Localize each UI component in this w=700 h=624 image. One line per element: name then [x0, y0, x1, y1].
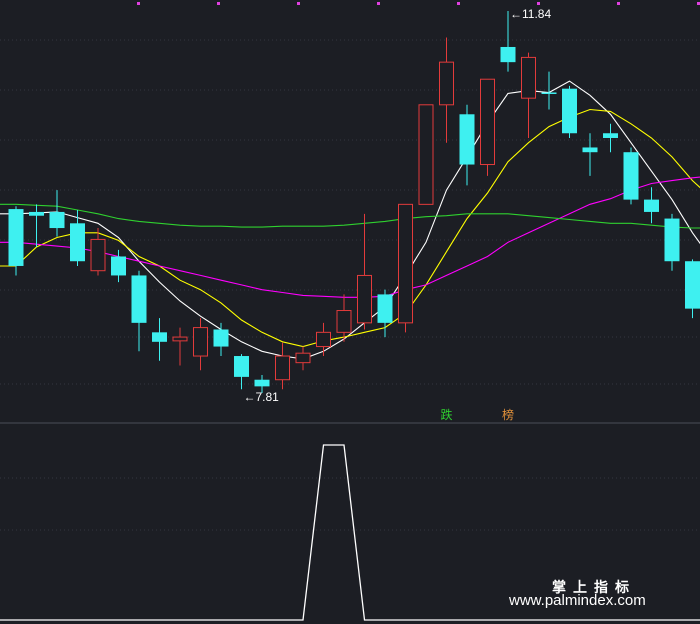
- candle: [131, 270, 147, 352]
- candle: [316, 322, 331, 357]
- candle: [213, 322, 229, 357]
- signal-label: 榜: [502, 407, 514, 422]
- candle-body: [29, 211, 44, 216]
- candle: [459, 104, 475, 186]
- candle-body: [172, 336, 188, 342]
- candle-body: [234, 356, 249, 377]
- candle-body: [623, 152, 639, 200]
- candle: [336, 294, 352, 342]
- top-marker: [377, 2, 380, 5]
- candle: [111, 249, 126, 283]
- candle: [29, 204, 44, 248]
- ma-line-2: [0, 108, 700, 348]
- top-marker: [217, 2, 220, 5]
- candle-body: [49, 211, 65, 229]
- top-marker: [617, 2, 620, 5]
- candle-body: [357, 274, 372, 324]
- candle: [295, 346, 311, 371]
- candle-body: [562, 88, 577, 134]
- top-marker: [137, 2, 140, 5]
- candle: [49, 190, 65, 237]
- watermark-url: www.palmindex.com: [509, 592, 646, 609]
- candle-body: [8, 209, 24, 266]
- candle-body: [193, 327, 208, 357]
- candle-body: [644, 199, 659, 212]
- candle-body: [480, 78, 495, 166]
- candle: [398, 203, 413, 333]
- candle: [193, 318, 208, 371]
- ma-line-1: [0, 80, 700, 360]
- candle: [664, 213, 680, 271]
- candle-body: [70, 223, 85, 262]
- candle: [152, 318, 167, 361]
- candlesticks: [8, 10, 700, 393]
- candle: [500, 10, 516, 72]
- candle-body: [398, 203, 413, 324]
- candle-body: [275, 355, 290, 381]
- candle-body: [316, 331, 331, 348]
- candle: [685, 259, 700, 319]
- top-marker: [697, 2, 700, 5]
- candle: [562, 85, 577, 138]
- price-label: ←11.84: [510, 7, 551, 21]
- candle-body: [295, 352, 311, 364]
- indicator-polyline: [0, 444, 700, 621]
- candle: [275, 342, 290, 390]
- candle-body: [336, 310, 352, 333]
- ma-line-3: [0, 176, 700, 298]
- candle: [90, 228, 106, 276]
- ma-line-4: [0, 203, 700, 229]
- candle-body: [500, 46, 516, 63]
- candle: [418, 104, 434, 205]
- candle-body: [111, 256, 126, 276]
- candle-body: [582, 147, 598, 153]
- candle: [521, 52, 536, 138]
- candle: [8, 206, 24, 276]
- candle-body: [439, 61, 454, 106]
- candle: [234, 354, 249, 390]
- moving-average-lines: [0, 80, 700, 360]
- candle: [357, 213, 372, 330]
- candle-body: [377, 294, 393, 323]
- candle-body: [459, 114, 475, 165]
- signal-label: 跌: [441, 407, 453, 422]
- candle: [172, 327, 188, 366]
- candle: [623, 147, 639, 205]
- indicator-line: [0, 444, 700, 621]
- top-marker: [537, 2, 540, 5]
- candle-body: [521, 56, 536, 99]
- candle: [480, 78, 495, 176]
- candle-body: [254, 379, 270, 387]
- candle: [582, 133, 598, 176]
- candle-body: [664, 218, 680, 262]
- candle: [439, 37, 454, 143]
- candle: [644, 187, 659, 224]
- price-label: ←7.81: [244, 390, 280, 404]
- top-marker: [297, 2, 300, 5]
- candle-body: [541, 92, 557, 94]
- candle-body: [418, 104, 434, 205]
- top-marker: [457, 2, 460, 5]
- candle: [541, 71, 557, 110]
- candle-body: [90, 238, 106, 272]
- candle: [254, 374, 270, 393]
- candle-body: [685, 261, 700, 309]
- candle: [377, 289, 393, 338]
- candle: [70, 210, 85, 266]
- candle-body: [131, 275, 147, 323]
- price-annotations: ←11.84 ←7.81 跌 榜: [244, 7, 552, 422]
- candle-body: [603, 133, 618, 138]
- watermark-title: 掌上指标: [552, 580, 636, 596]
- candle-body: [213, 329, 229, 347]
- candle-body: [152, 332, 167, 342]
- candle: [603, 123, 618, 153]
